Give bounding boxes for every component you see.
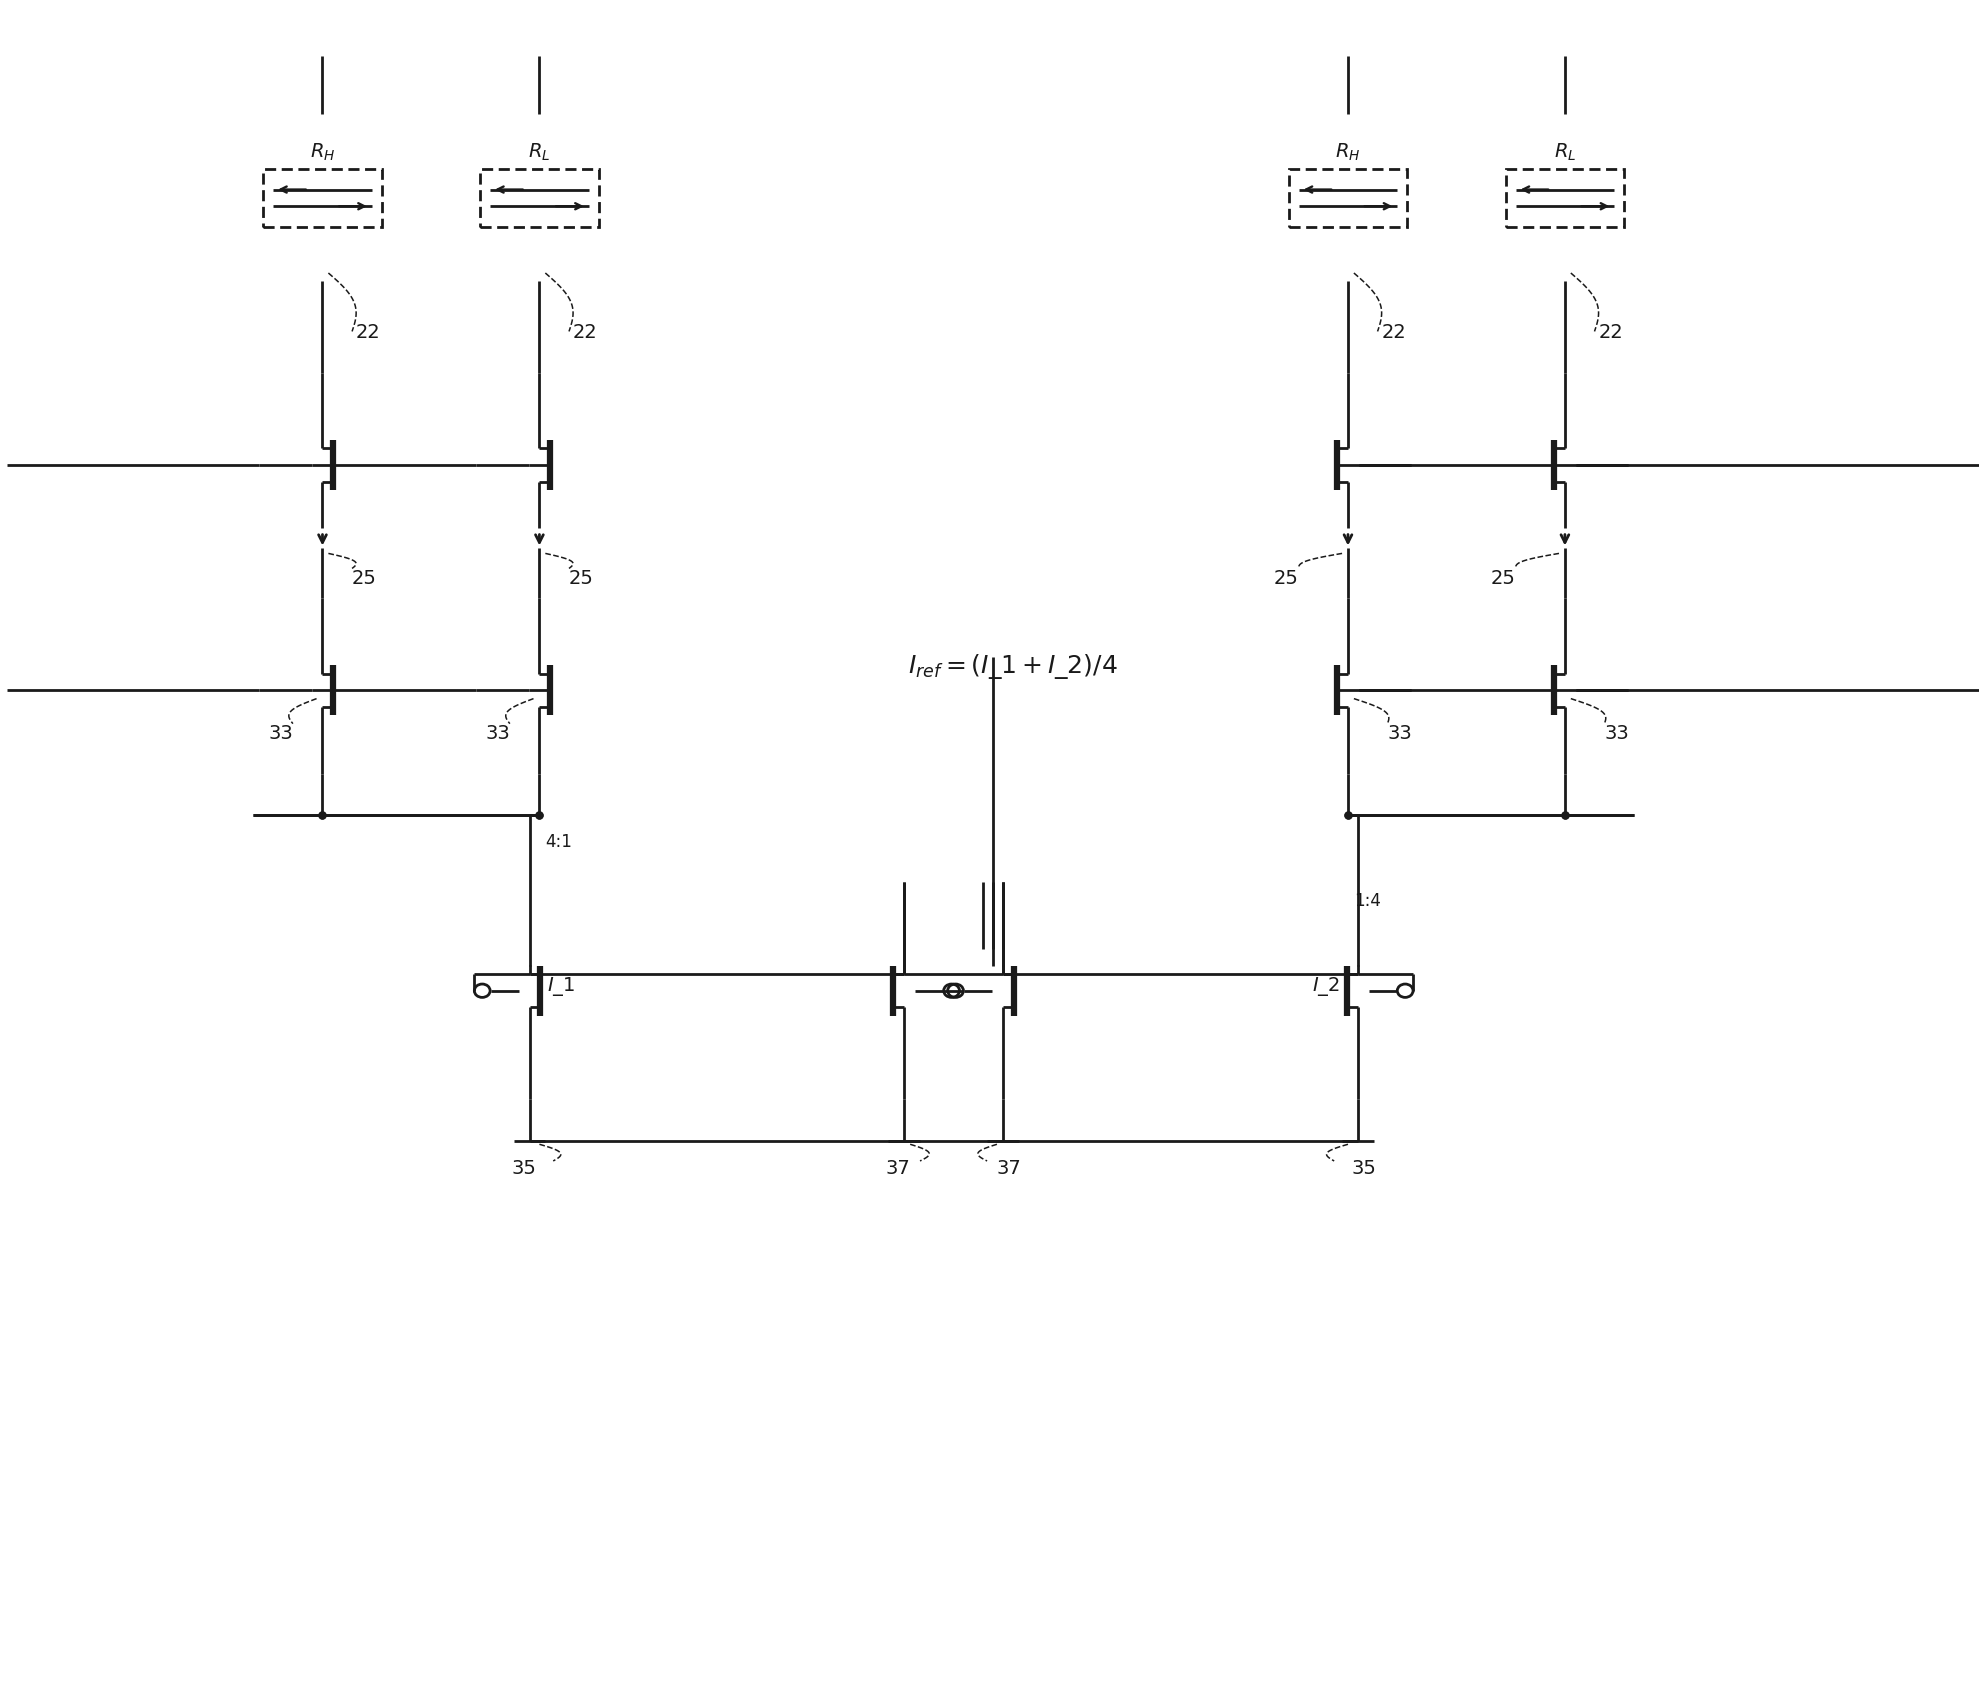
Text: 35: 35 [510,1157,536,1177]
Text: 33: 33 [1388,723,1412,742]
Text: 1:4: 1:4 [1354,891,1380,908]
Text: $R_L$: $R_L$ [1553,141,1577,163]
Text: $R_H$: $R_H$ [1335,141,1360,163]
Text: 25: 25 [1273,569,1299,589]
Text: $R_L$: $R_L$ [528,141,550,163]
Text: 33: 33 [1605,723,1629,742]
Text: 4:1: 4:1 [546,833,572,851]
Bar [264,170,381,229]
Bar [481,170,598,229]
Text: 37: 37 [886,1157,912,1177]
Bar [1505,170,1625,229]
Text: 22: 22 [1382,323,1406,341]
Bar [1289,170,1408,229]
Text: 22: 22 [1599,323,1623,341]
Text: 25: 25 [1491,569,1515,589]
Text: 22: 22 [572,323,598,341]
Text: $R_H$: $R_H$ [310,141,336,163]
Text: 25: 25 [570,569,594,589]
Text: $I_{ref}= (I\_1+I\_2)/4$: $I_{ref}= (I\_1+I\_2)/4$ [908,651,1118,680]
Text: $I\_2$: $I\_2$ [1313,974,1341,997]
Text: 35: 35 [1350,1157,1376,1177]
Text: 25: 25 [352,569,377,589]
Text: $I\_1$: $I\_1$ [548,974,576,997]
Text: 22: 22 [355,323,381,341]
Text: 33: 33 [268,723,292,742]
Text: 33: 33 [485,723,510,742]
Text: 37: 37 [997,1157,1021,1177]
